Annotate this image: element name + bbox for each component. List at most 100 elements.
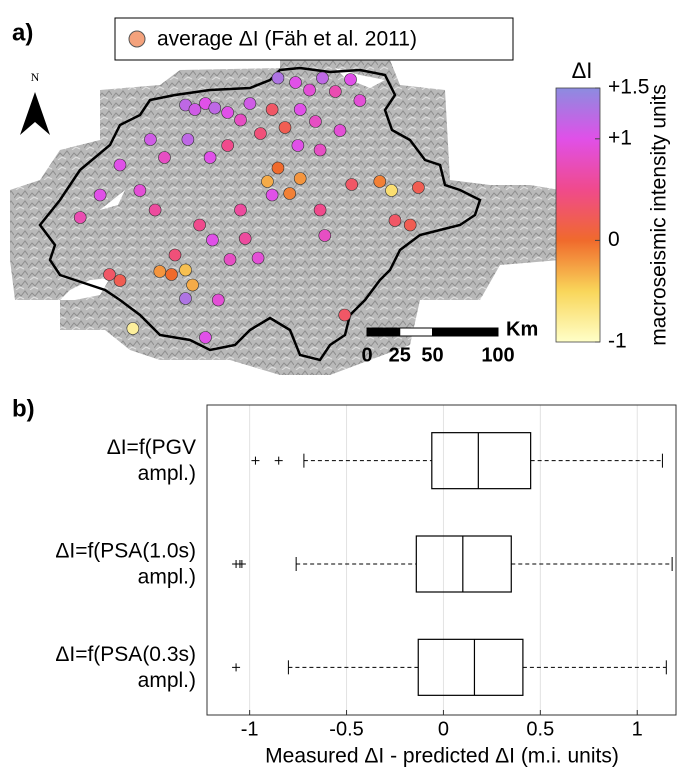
map-point [180,264,192,276]
map-point [244,98,256,110]
outlier [275,457,283,465]
colorbar [556,88,600,342]
scalebar-label: 50 [421,344,443,366]
category-label: ampl.) [138,462,196,485]
colorbar-title: ΔI [572,58,593,83]
outlier [232,663,240,671]
map-point [149,204,161,216]
colorbar-label: macroseismic intensity units [648,84,671,345]
map-point [389,215,401,227]
map-point [314,144,326,156]
map-point [316,72,328,84]
colorbar-tick-label: 0 [608,228,620,251]
map-point [114,275,126,287]
map-point [154,266,166,278]
map-point [189,104,201,116]
scalebar-label: 100 [481,344,514,366]
map-point [346,179,358,191]
map-point [266,104,278,116]
scalebar-unit: Km [506,318,538,340]
colorbar-tick-label: +1 [608,126,632,149]
x-tick-label: -0.5 [329,718,363,740]
scalebar-segment [367,328,400,336]
map-point [209,102,221,114]
map-point [261,176,273,188]
north-label: N [31,70,40,84]
map-point [294,173,306,185]
x-tick-label: 0.5 [526,718,554,740]
map-point [158,152,170,164]
map-point [224,254,236,266]
map-point [204,152,216,164]
map-point [354,95,366,107]
map-point [165,269,177,281]
map-point [329,86,341,98]
x-tick-label: 0 [438,718,449,740]
map-point [294,104,306,116]
map-point [235,114,247,126]
box [418,639,523,695]
map-point [182,134,194,146]
map-point [292,140,304,152]
colorbar-tick-label: -1 [608,330,627,353]
map-point [254,128,266,140]
map-point [212,294,224,306]
panel-label: a) [12,19,33,46]
map-point [114,159,126,171]
map-point [319,230,331,242]
map-point [272,162,284,174]
outlier [238,560,246,568]
box [432,433,531,489]
map-point [304,84,316,96]
map-point [187,279,199,291]
x-tick-label: -1 [241,718,259,740]
map-point [169,249,181,261]
map-point [134,185,146,197]
map-point [266,189,278,201]
scalebar-label: 0 [361,344,372,366]
map-point [284,188,296,200]
colorbar-tick-label: +1.5 [608,76,649,99]
map-point [309,116,321,128]
category-label: ampl.) [138,669,196,692]
x-axis-label: Measured ΔI - predicted ΔI (m.i. units) [265,745,619,768]
map-point [374,176,386,188]
map-point [412,182,424,194]
map-point [252,252,264,264]
map-point [279,122,291,134]
map-point [194,219,206,231]
category-label: ΔI=f(PSA(1.0s) [55,540,196,563]
legend-marker [129,31,145,47]
category-label: ΔI=f(PGV [107,436,196,459]
map-point [385,185,397,197]
outlier [251,457,259,465]
map-point [314,204,326,216]
map-point [235,204,247,216]
box [416,536,511,592]
map-point [345,74,357,86]
map-point [334,125,346,137]
panel-label: b) [12,395,35,422]
scalebar-label: 25 [389,344,411,366]
map-point [199,332,211,344]
axes-frame [207,405,676,715]
map-point [74,212,86,224]
map-point [127,323,139,335]
map-point [206,234,218,246]
category-label: ΔI=f(PSA(0.3s) [55,643,196,666]
map-point [222,140,234,152]
map-point [404,219,416,231]
north-arrow [20,92,50,135]
map-point [290,77,302,89]
category-label: ampl.) [138,566,196,589]
map-point [222,107,234,119]
scalebar-segment [433,328,499,336]
map-point [144,134,156,146]
x-tick-label: 1 [632,718,643,740]
scalebar-segment [400,328,433,336]
legend-label: average ΔI (Fäh et al. 2011) [157,28,417,51]
map-point [103,269,115,281]
map-point [339,309,351,321]
figure: a) average ΔI (Fäh et al. 2011) N ΔI mac… [0,0,678,775]
map-point [239,233,251,245]
